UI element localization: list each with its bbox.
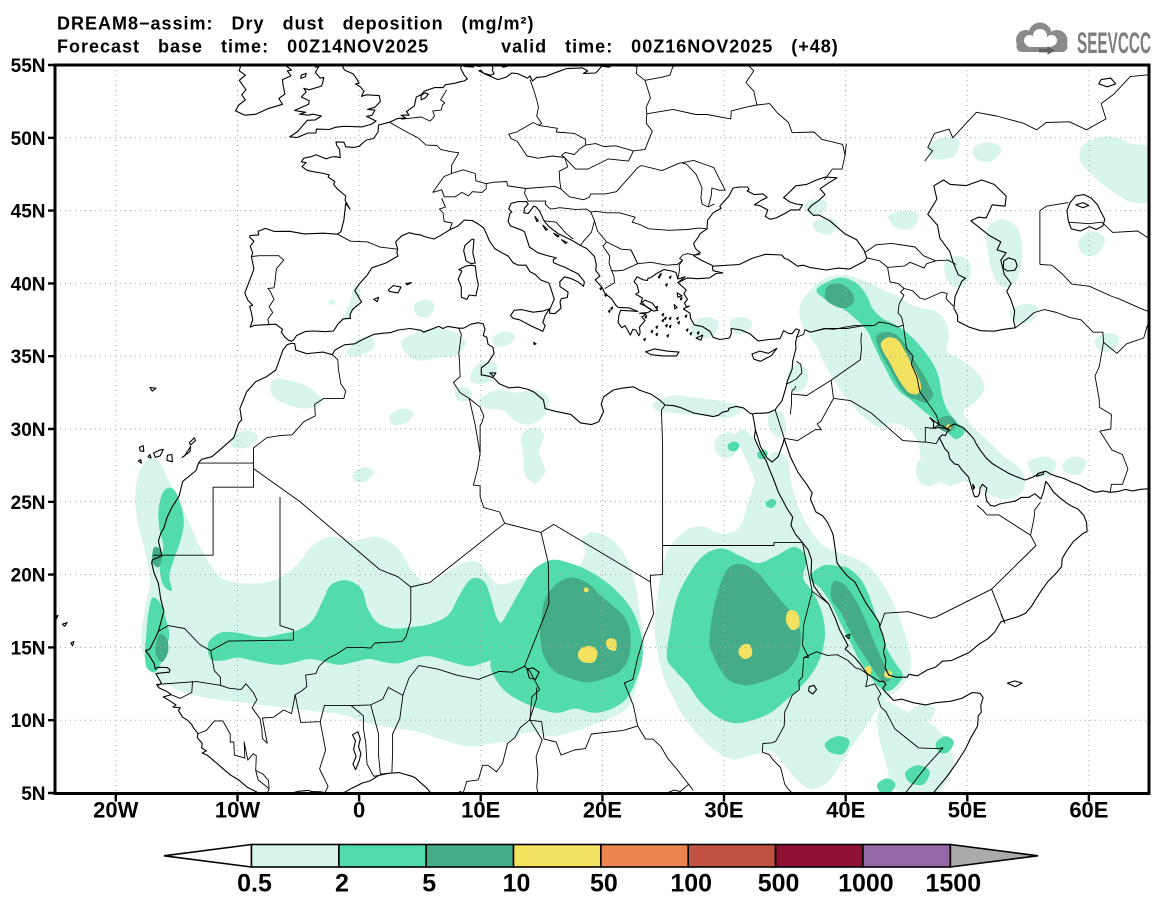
svg-text:10N: 10N [11, 711, 46, 732]
svg-text:1000: 1000 [838, 870, 894, 898]
svg-text:2: 2 [335, 870, 349, 898]
svg-text:40N: 40N [11, 274, 46, 295]
svg-text:25N: 25N [11, 493, 46, 514]
svg-text:1500: 1500 [925, 870, 981, 898]
svg-text:55N: 55N [11, 56, 46, 77]
svg-text:20W: 20W [93, 798, 138, 823]
svg-text:50: 50 [590, 870, 618, 898]
svg-text:SEEVCCC: SEEVCCC [1077, 27, 1151, 60]
svg-text:100: 100 [670, 870, 712, 898]
svg-text:30N: 30N [11, 420, 46, 441]
svg-text:10W: 10W [215, 798, 260, 823]
svg-text:35N: 35N [11, 347, 46, 368]
svg-text:DREAM8−assim: Dry dust deposit: DREAM8−assim: Dry dust deposition (mg/m²… [57, 14, 535, 34]
svg-text:20N: 20N [11, 566, 46, 587]
svg-text:50N: 50N [11, 129, 46, 150]
svg-text:15N: 15N [11, 638, 46, 659]
svg-text:5: 5 [422, 870, 436, 898]
svg-text:10: 10 [503, 870, 531, 898]
svg-text:60E: 60E [1069, 798, 1108, 823]
svg-text:30E: 30E [704, 798, 743, 823]
svg-text:40E: 40E [826, 798, 865, 823]
svg-text:50E: 50E [948, 798, 987, 823]
svg-text:0.5: 0.5 [237, 870, 272, 898]
svg-text:10E: 10E [461, 798, 500, 823]
svg-text:45N: 45N [11, 202, 46, 223]
svg-text:500: 500 [758, 870, 800, 898]
svg-text:20E: 20E [583, 798, 622, 823]
svg-text:Forecast base time: 00Z14NOV20: Forecast base time: 00Z14NOV2025 valid t… [57, 37, 839, 57]
svg-text:0: 0 [353, 798, 365, 823]
svg-text:5N: 5N [21, 784, 45, 805]
